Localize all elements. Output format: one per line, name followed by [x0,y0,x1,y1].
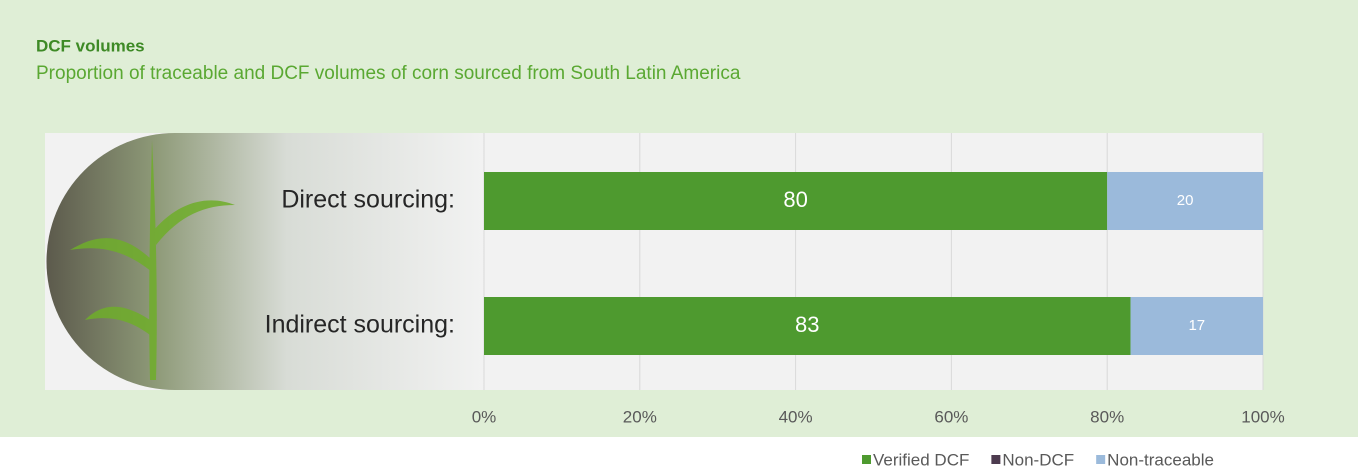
bar-segment [484,172,1108,230]
legend-swatch [991,455,1001,464]
decorative-photo [46,133,484,390]
bar-segment [484,297,1131,355]
data-label: 83 [795,312,819,337]
x-tick-label: 0% [472,407,497,426]
data-label: 20 [1177,192,1194,209]
plant-illustration [70,140,235,380]
legend-label: Verified DCF [873,450,969,469]
x-tick-label: 100% [1241,407,1284,426]
legend-swatch [862,455,871,464]
x-tick-label: 60% [934,407,968,426]
bar-segment [1130,297,1263,355]
x-tick-label: 20% [623,407,657,426]
data-label: 80 [783,187,807,212]
chart-subtitle: Proportion of traceable and DCF volumes … [36,63,741,84]
legend-swatch [1096,455,1106,464]
x-tick-label: 40% [779,407,813,426]
category-label: Direct sourcing: [281,186,455,214]
legend-label: Non-DCF [1002,450,1074,469]
legend-label: Non-traceable [1107,450,1214,469]
bar-segment [1107,172,1263,230]
chart-title: DCF volumes [36,36,145,55]
x-tick-label: 80% [1090,407,1124,426]
data-label: 17 [1188,317,1205,334]
category-label: Indirect sourcing: [265,311,455,339]
